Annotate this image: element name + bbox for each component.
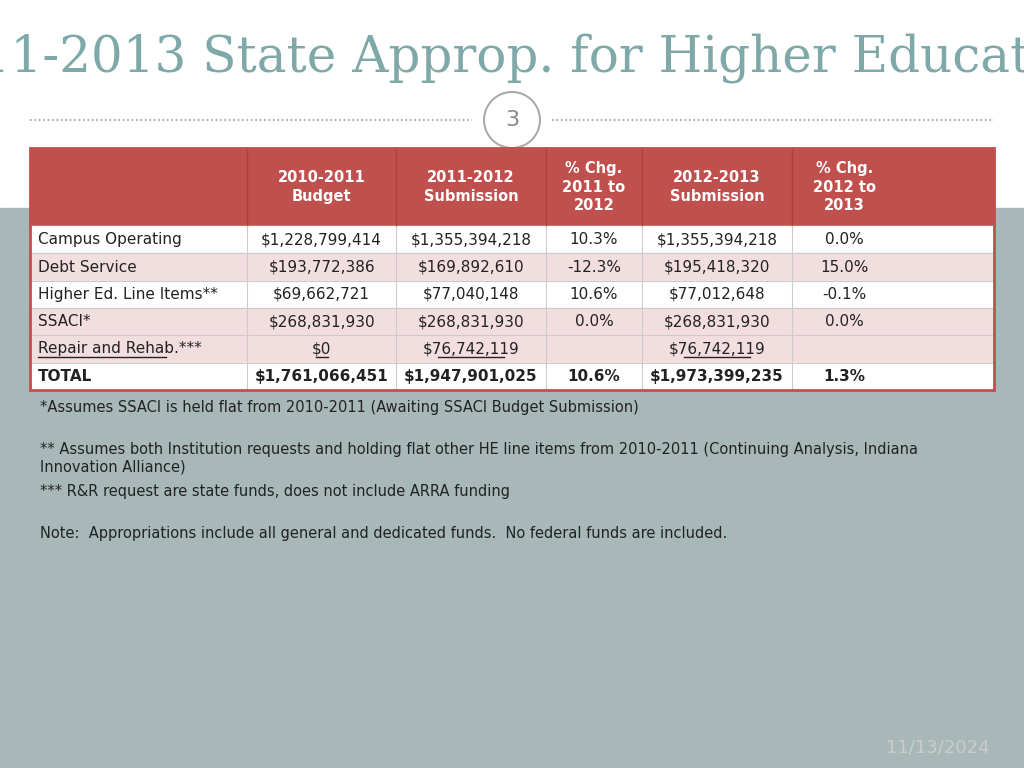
- Text: ** Assumes both Institution requests and holding flat other HE line items from 2: ** Assumes both Institution requests and…: [40, 442, 918, 475]
- Text: 1.3%: 1.3%: [823, 369, 865, 384]
- Text: 2010-2011
Budget: 2010-2011 Budget: [278, 170, 366, 204]
- Text: Note:  Appropriations include all general and dedicated funds.  No federal funds: Note: Appropriations include all general…: [40, 526, 727, 541]
- Circle shape: [484, 92, 540, 148]
- Text: % Chg.
2011 to
2012: % Chg. 2011 to 2012: [562, 161, 626, 213]
- Text: TOTAL: TOTAL: [38, 369, 92, 384]
- Text: 0.0%: 0.0%: [825, 232, 864, 247]
- Text: $69,662,721: $69,662,721: [273, 286, 370, 302]
- Text: $193,772,386: $193,772,386: [268, 260, 375, 274]
- Text: $195,418,320: $195,418,320: [664, 260, 770, 274]
- Text: $1,973,399,235: $1,973,399,235: [650, 369, 783, 384]
- Text: $76,742,119: $76,742,119: [423, 342, 519, 356]
- Text: % Chg.
2012 to
2013: % Chg. 2012 to 2013: [813, 161, 877, 213]
- Text: 2011-2013 State Approp. for Higher Education: 2011-2013 State Approp. for Higher Educa…: [0, 33, 1024, 83]
- Bar: [30, 226, 994, 253]
- Bar: [30, 148, 994, 390]
- Text: -0.1%: -0.1%: [822, 286, 866, 302]
- Text: $77,012,648: $77,012,648: [669, 286, 765, 302]
- Bar: [30, 280, 994, 308]
- Text: $1,761,066,451: $1,761,066,451: [255, 369, 388, 384]
- Text: $77,040,148: $77,040,148: [423, 286, 519, 302]
- Text: *** R&R request are state funds, does not include ARRA funding: *** R&R request are state funds, does no…: [40, 484, 510, 499]
- Text: $169,892,610: $169,892,610: [418, 260, 524, 274]
- Text: $1,947,901,025: $1,947,901,025: [404, 369, 538, 384]
- Text: $1,355,394,218: $1,355,394,218: [411, 232, 531, 247]
- Text: 11/13/2024: 11/13/2024: [887, 738, 990, 756]
- Text: Repair and Rehab.***: Repair and Rehab.***: [38, 342, 202, 356]
- Text: $268,831,930: $268,831,930: [664, 314, 770, 329]
- Bar: [30, 253, 994, 280]
- Bar: [30, 308, 994, 336]
- Text: $1,355,394,218: $1,355,394,218: [656, 232, 777, 247]
- Text: 3: 3: [505, 110, 519, 130]
- Text: $268,831,930: $268,831,930: [418, 314, 524, 329]
- Text: 2011-2012
Submission: 2011-2012 Submission: [424, 170, 518, 204]
- Text: 0.0%: 0.0%: [574, 314, 613, 329]
- Text: 10.6%: 10.6%: [567, 369, 621, 384]
- Text: *Assumes SSACI is held flat from 2010-2011 (Awaiting SSACI Budget Submission): *Assumes SSACI is held flat from 2010-20…: [40, 400, 639, 415]
- Bar: [30, 336, 994, 362]
- Bar: [0, 208, 1024, 768]
- Text: $0: $0: [312, 342, 332, 356]
- Text: $1,228,799,414: $1,228,799,414: [261, 232, 382, 247]
- Text: Higher Ed. Line Items**: Higher Ed. Line Items**: [38, 286, 218, 302]
- Text: SSACI*: SSACI*: [38, 314, 91, 329]
- Text: $268,831,930: $268,831,930: [268, 314, 375, 329]
- Text: 0.0%: 0.0%: [825, 314, 864, 329]
- Text: Debt Service: Debt Service: [38, 260, 137, 274]
- Text: 10.3%: 10.3%: [569, 232, 618, 247]
- Bar: [30, 362, 994, 390]
- Text: Campus Operating: Campus Operating: [38, 232, 181, 247]
- Text: 15.0%: 15.0%: [820, 260, 868, 274]
- Text: $76,742,119: $76,742,119: [669, 342, 765, 356]
- Text: 10.6%: 10.6%: [569, 286, 618, 302]
- Text: 2012-2013
Submission: 2012-2013 Submission: [670, 170, 764, 204]
- Bar: [30, 148, 994, 226]
- Text: -12.3%: -12.3%: [567, 260, 621, 274]
